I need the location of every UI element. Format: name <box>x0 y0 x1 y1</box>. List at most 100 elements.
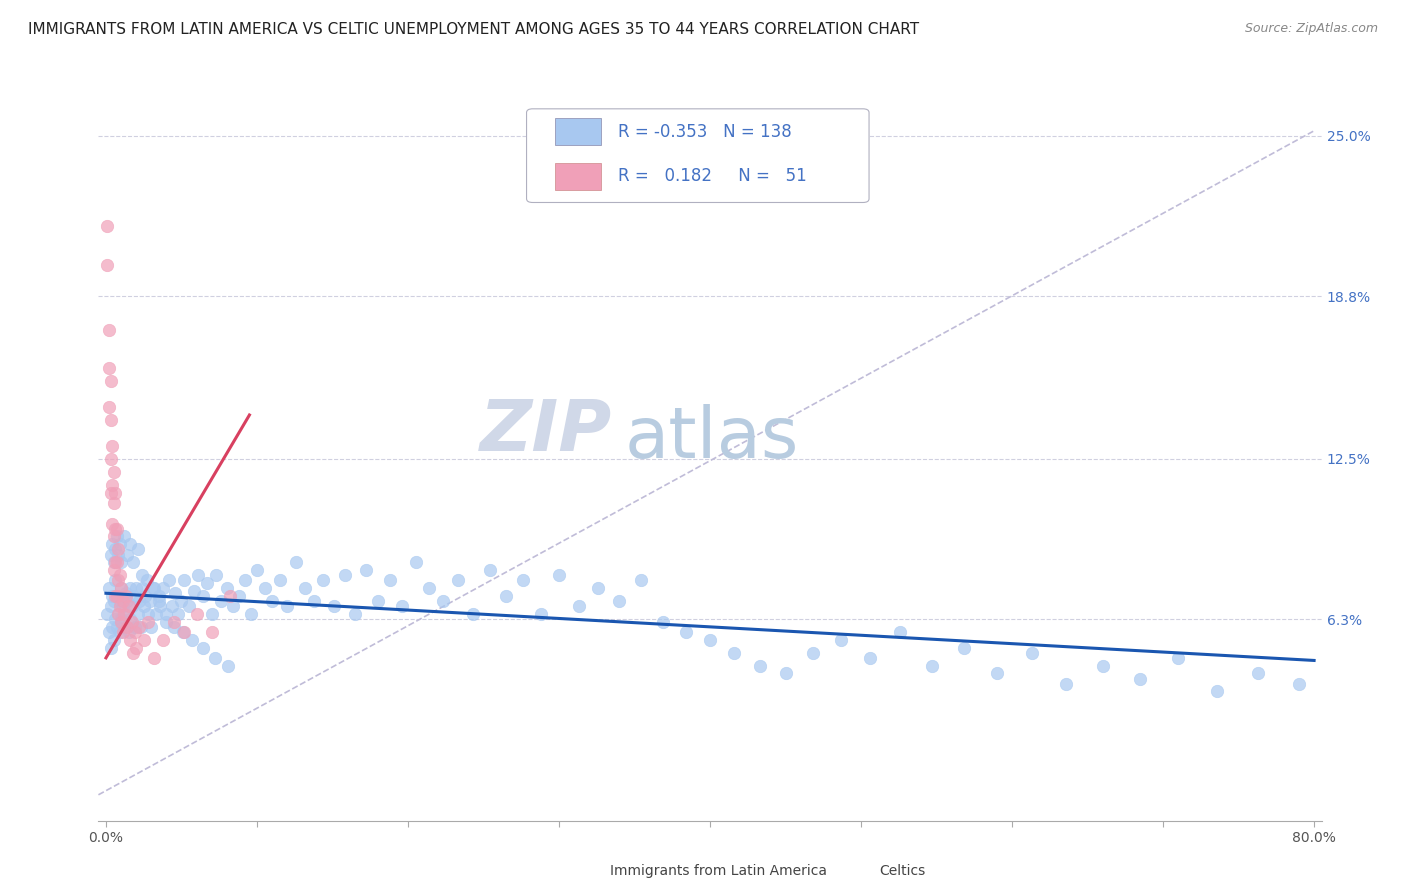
Point <box>155 615 177 629</box>
Point <box>609 594 631 608</box>
Point <box>1129 672 1152 686</box>
Point <box>142 581 165 595</box>
Point <box>121 599 143 614</box>
Point <box>134 589 156 603</box>
Point <box>165 586 187 600</box>
Point <box>136 607 159 621</box>
Point <box>120 632 142 647</box>
Point <box>344 607 367 621</box>
Point <box>148 589 170 603</box>
Point <box>112 607 135 621</box>
Point <box>98 323 121 337</box>
Point <box>652 615 675 629</box>
Point <box>110 612 132 626</box>
Point <box>108 599 131 614</box>
Point <box>253 581 276 595</box>
Point <box>122 555 145 569</box>
Point <box>136 615 159 629</box>
FancyBboxPatch shape <box>555 162 602 190</box>
Point <box>125 640 148 655</box>
Point <box>110 581 132 595</box>
Point <box>120 581 142 595</box>
Point <box>96 607 118 621</box>
Point <box>262 594 284 608</box>
Point <box>568 599 591 614</box>
Point <box>98 361 121 376</box>
Point <box>107 548 129 562</box>
Point <box>801 646 824 660</box>
Point <box>177 599 200 614</box>
Point <box>105 589 128 603</box>
Point <box>115 594 138 608</box>
Point <box>100 485 122 500</box>
Point <box>222 599 245 614</box>
Point <box>205 568 228 582</box>
Point <box>117 625 139 640</box>
Point <box>107 607 129 621</box>
Point <box>173 625 195 640</box>
Point <box>100 599 122 614</box>
Point <box>191 589 214 603</box>
Point <box>114 586 136 600</box>
Point <box>148 594 170 608</box>
Point <box>239 607 262 621</box>
Point <box>588 581 610 595</box>
Point <box>432 594 454 608</box>
Point <box>101 537 124 551</box>
Point <box>447 574 470 588</box>
Point <box>1167 651 1189 665</box>
Text: Immigrants from Latin America: Immigrants from Latin America <box>610 863 827 878</box>
Point <box>115 548 138 562</box>
Point <box>378 574 401 588</box>
Point <box>1288 676 1310 690</box>
Point <box>114 589 136 603</box>
Point <box>1021 646 1043 660</box>
Point <box>122 589 145 603</box>
FancyBboxPatch shape <box>564 860 600 882</box>
Text: atlas: atlas <box>624 404 799 473</box>
Point <box>418 581 440 595</box>
FancyBboxPatch shape <box>832 860 869 882</box>
Point <box>98 625 121 640</box>
Point <box>115 620 138 634</box>
Point <box>101 620 124 634</box>
Point <box>132 599 155 614</box>
Point <box>105 589 128 603</box>
Point <box>104 589 127 603</box>
Point <box>105 555 128 569</box>
Point <box>183 583 205 598</box>
Point <box>128 594 150 608</box>
Text: Source: ZipAtlas.com: Source: ZipAtlas.com <box>1244 22 1378 36</box>
Point <box>104 542 127 557</box>
Point <box>101 477 124 491</box>
Point <box>105 522 128 536</box>
Point <box>110 581 132 595</box>
Point <box>921 658 943 673</box>
Point <box>1054 676 1077 690</box>
Point <box>100 413 122 427</box>
Point <box>699 632 721 647</box>
Point <box>127 607 149 621</box>
Point <box>228 589 250 603</box>
Point <box>170 594 193 608</box>
Point <box>461 607 484 621</box>
Point <box>187 568 209 582</box>
Point <box>748 658 770 673</box>
Point <box>131 568 153 582</box>
Point <box>495 589 517 603</box>
Point <box>204 651 226 665</box>
Point <box>1247 666 1270 681</box>
Point <box>139 594 162 608</box>
Point <box>103 555 125 569</box>
Point <box>122 646 145 660</box>
Point <box>100 375 122 389</box>
Point <box>98 401 121 415</box>
Point <box>952 640 974 655</box>
Point <box>304 594 326 608</box>
Point <box>323 599 346 614</box>
Point <box>100 451 122 466</box>
Point <box>181 632 204 647</box>
Point <box>103 632 125 647</box>
Point <box>548 568 571 582</box>
Point <box>105 529 128 543</box>
